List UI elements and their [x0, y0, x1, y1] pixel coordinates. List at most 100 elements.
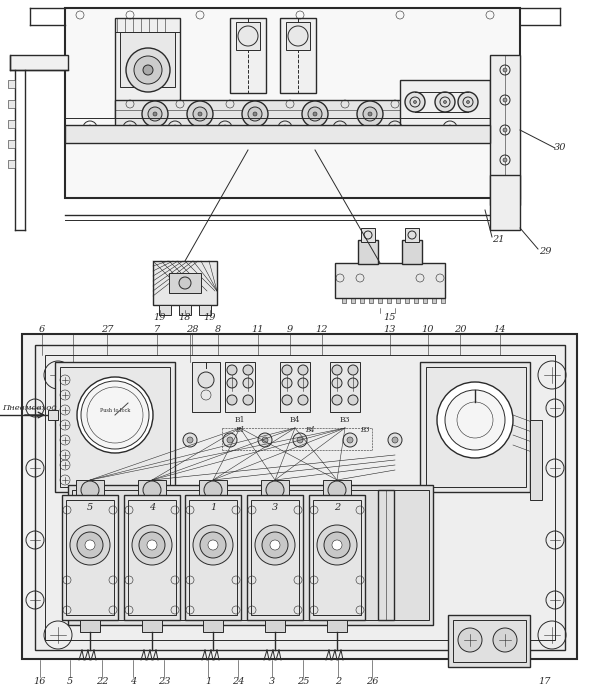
- Bar: [247, 495, 303, 620]
- Text: 29: 29: [539, 247, 551, 256]
- Text: 13: 13: [384, 325, 396, 335]
- Circle shape: [282, 125, 288, 131]
- Bar: [80, 620, 100, 632]
- Circle shape: [363, 107, 377, 121]
- Circle shape: [148, 107, 162, 121]
- Circle shape: [437, 382, 513, 458]
- Bar: [378, 490, 394, 620]
- Circle shape: [298, 378, 308, 388]
- Circle shape: [70, 525, 110, 565]
- Circle shape: [227, 395, 237, 405]
- Bar: [448, 615, 530, 667]
- Bar: [330, 362, 360, 412]
- Circle shape: [139, 532, 165, 558]
- Bar: [490, 55, 520, 205]
- Bar: [65, 125, 490, 143]
- Circle shape: [392, 437, 398, 443]
- Circle shape: [262, 437, 268, 443]
- Circle shape: [204, 481, 222, 499]
- Bar: [261, 480, 289, 500]
- Bar: [65, 8, 520, 198]
- Bar: [192, 362, 220, 412]
- Bar: [66, 500, 114, 615]
- Polygon shape: [338, 298, 346, 303]
- Circle shape: [447, 125, 453, 131]
- Bar: [10, 55, 68, 70]
- Circle shape: [179, 277, 191, 289]
- Bar: [120, 32, 175, 87]
- Bar: [313, 500, 361, 615]
- Bar: [199, 480, 227, 500]
- Bar: [62, 495, 118, 620]
- Circle shape: [298, 395, 308, 405]
- Text: 1: 1: [205, 677, 211, 687]
- Circle shape: [153, 112, 157, 116]
- Polygon shape: [392, 298, 400, 303]
- Circle shape: [405, 92, 425, 112]
- Circle shape: [200, 532, 226, 558]
- Polygon shape: [383, 298, 391, 303]
- Polygon shape: [347, 298, 355, 303]
- Bar: [76, 480, 104, 500]
- Text: B3: B3: [360, 426, 370, 434]
- Bar: [203, 620, 223, 632]
- Bar: [402, 240, 422, 264]
- Bar: [153, 261, 217, 305]
- Bar: [530, 420, 542, 500]
- Circle shape: [298, 365, 308, 375]
- Bar: [115, 18, 180, 118]
- Bar: [230, 18, 266, 93]
- Bar: [115, 100, 490, 128]
- Text: 8: 8: [215, 325, 221, 335]
- Bar: [159, 305, 171, 315]
- Circle shape: [282, 378, 292, 388]
- Circle shape: [243, 378, 253, 388]
- Circle shape: [368, 112, 372, 116]
- Circle shape: [282, 365, 292, 375]
- Circle shape: [248, 107, 262, 121]
- Text: 9: 9: [287, 325, 293, 335]
- Circle shape: [444, 100, 447, 103]
- Polygon shape: [419, 298, 427, 303]
- Text: 15: 15: [384, 314, 396, 323]
- Text: 28: 28: [186, 325, 198, 335]
- Text: 5: 5: [87, 503, 93, 512]
- Circle shape: [253, 112, 257, 116]
- Circle shape: [392, 125, 398, 131]
- Circle shape: [388, 433, 402, 447]
- Bar: [35, 345, 565, 650]
- Circle shape: [414, 100, 417, 103]
- Bar: [361, 228, 375, 242]
- Bar: [199, 305, 211, 315]
- Bar: [68, 485, 433, 625]
- Text: 10: 10: [422, 325, 434, 335]
- Circle shape: [458, 628, 482, 652]
- Circle shape: [282, 395, 292, 405]
- Circle shape: [227, 378, 237, 388]
- Bar: [251, 500, 299, 615]
- Circle shape: [503, 68, 507, 72]
- Bar: [280, 18, 316, 93]
- Circle shape: [227, 437, 233, 443]
- Text: 3: 3: [272, 503, 278, 512]
- Bar: [185, 495, 241, 620]
- Circle shape: [77, 532, 103, 558]
- Text: Push to lock: Push to lock: [100, 408, 130, 413]
- Bar: [45, 355, 555, 640]
- Text: 19: 19: [204, 314, 217, 323]
- Circle shape: [85, 540, 95, 550]
- Circle shape: [348, 395, 358, 405]
- Circle shape: [348, 378, 358, 388]
- Text: 24: 24: [232, 677, 244, 687]
- Circle shape: [127, 125, 133, 131]
- Polygon shape: [437, 298, 445, 303]
- Circle shape: [243, 395, 253, 405]
- Circle shape: [332, 540, 342, 550]
- Bar: [335, 263, 445, 298]
- Text: B4: B4: [305, 426, 315, 434]
- Bar: [128, 500, 176, 615]
- Bar: [323, 480, 351, 500]
- Bar: [8, 140, 15, 148]
- Circle shape: [357, 101, 383, 127]
- Circle shape: [343, 433, 357, 447]
